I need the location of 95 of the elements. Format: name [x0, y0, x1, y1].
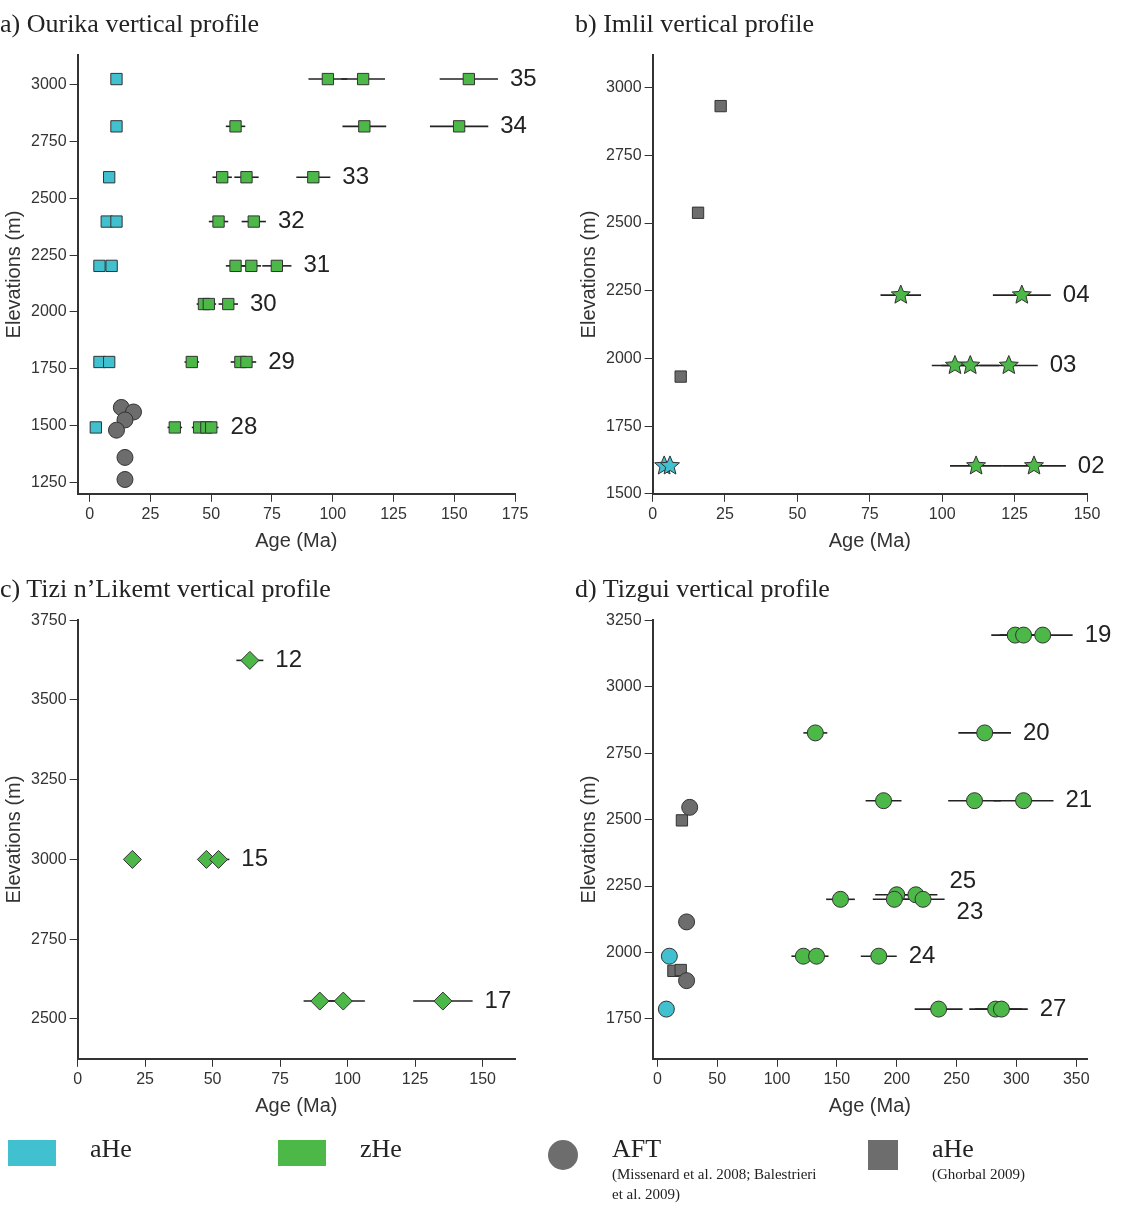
annotation: 25 [949, 866, 977, 894]
y-tick-label: 2750 [606, 145, 642, 163]
y-tick-label: 1750 [606, 1009, 642, 1027]
x-axis-title: Age (Ma) [255, 528, 338, 551]
x-tick-label: 0 [648, 504, 658, 522]
x-tick-label: 50 [203, 1069, 222, 1087]
x-tick-label: 150 [440, 504, 468, 522]
x-axis-title: Age (Ma) [255, 1093, 338, 1116]
annotation: 34 [500, 110, 527, 138]
legend-label: zHe [360, 1134, 402, 1164]
annotation: 19 [1084, 619, 1112, 647]
x-tick-label: 200 [883, 1069, 911, 1087]
y-axis-title: Elevations (m) [576, 210, 599, 339]
y-tick-label: 2750 [606, 743, 642, 761]
x-tick-label: 50 [708, 1069, 727, 1087]
x-tick-label: 75 [860, 504, 879, 522]
x-tick-label: 125 [1001, 504, 1029, 522]
x-tick-label: 0 [73, 1069, 83, 1087]
x-tick-label: 25 [136, 1069, 155, 1087]
y-axis-title: Elevations (m) [576, 775, 599, 904]
chart-title: d) Tizgui vertical profile [575, 574, 830, 604]
annotation: 03 [1049, 350, 1077, 378]
annotation: 21 [1065, 785, 1093, 813]
x-tick-label: 125 [380, 504, 407, 522]
y-axis-title: Elevations (m) [1, 775, 24, 904]
x-tick-label: 75 [263, 504, 281, 522]
x-tick-label: 25 [141, 504, 160, 522]
x-tick-label: 150 [1073, 504, 1101, 522]
x-tick-label: 25 [716, 504, 734, 522]
y-tick-label: 1750 [31, 359, 67, 377]
annotation: 17 [484, 985, 512, 1013]
x-tick-label: 50 [788, 504, 807, 522]
legend-label: aHe [90, 1134, 132, 1164]
annotation: 35 [509, 63, 537, 91]
y-tick-label: 3250 [606, 610, 642, 628]
x-tick-label: 350 [1062, 1069, 1090, 1087]
annotation: 12 [275, 645, 303, 673]
x-axis-title: Age (Ma) [828, 528, 911, 551]
y-tick-label: 2500 [31, 1009, 67, 1027]
legend-label: AFT (Missenard et al. 2008; Balestrieri et al. 2009) [612, 1134, 818, 1204]
annotation: 20 [1023, 717, 1050, 745]
annotation: 24 [908, 940, 936, 968]
y-tick-label: 3500 [31, 690, 67, 708]
annotation: 31 [303, 250, 331, 278]
x-tick-label: 125 [401, 1069, 429, 1087]
x-tick-label: 175 [501, 504, 529, 522]
y-tick-label: 3750 [31, 610, 67, 628]
x-tick-label: 75 [271, 1069, 290, 1087]
x-tick-label: 150 [469, 1069, 497, 1087]
annotation: 02 [1077, 450, 1105, 478]
y-tick-label: 1500 [606, 484, 642, 502]
y-tick-label: 2500 [31, 188, 67, 206]
annotation: 33 [342, 161, 370, 189]
y-tick-label: 3000 [31, 849, 67, 867]
y-tick-label: 2500 [606, 809, 642, 827]
x-tick-label: 100 [334, 1069, 362, 1087]
annotation: 04 [1062, 279, 1090, 307]
y-tick-label: 2000 [606, 348, 642, 366]
x-tick-label: 0 [85, 504, 95, 522]
y-axis-title: Elevations (m) [1, 210, 24, 339]
x-tick-label: 0 [652, 1069, 662, 1087]
y-tick-label: 1250 [31, 472, 67, 490]
chart-title: c) Tizi n’Likemt vertical profile [0, 574, 331, 604]
x-tick-label: 100 [928, 504, 956, 522]
y-tick-label: 2000 [31, 302, 67, 320]
x-tick-label: 100 [763, 1069, 791, 1087]
annotation: 28 [230, 412, 258, 440]
annotation: 30 [249, 288, 277, 316]
x-tick-label: 250 [943, 1069, 970, 1087]
legend-label: aHe (Ghorbal 2009) [932, 1134, 1026, 1184]
annotation: 32 [277, 206, 305, 234]
x-tick-label: 300 [1003, 1069, 1030, 1087]
y-tick-label: 1750 [606, 416, 642, 434]
x-tick-label: 150 [823, 1069, 851, 1087]
annotation: 23 [956, 896, 984, 924]
y-tick-label: 2000 [606, 942, 642, 960]
annotation: 27 [1039, 993, 1067, 1021]
y-tick-label: 3000 [606, 78, 642, 96]
y-tick-label: 2500 [606, 213, 642, 231]
annotation: 15 [241, 844, 269, 872]
y-tick-label: 3250 [31, 770, 67, 788]
y-tick-label: 3000 [606, 677, 642, 695]
annotation: 29 [268, 346, 295, 374]
y-tick-label: 2750 [31, 131, 67, 149]
x-tick-label: 100 [319, 504, 347, 522]
x-axis-title: Age (Ma) [828, 1093, 911, 1116]
y-tick-label: 2250 [606, 876, 642, 894]
chart-title: b) Imlil vertical profile [575, 9, 814, 39]
y-tick-label: 2250 [606, 281, 642, 299]
y-tick-label: 2250 [31, 245, 67, 263]
chart-title: a) Ourika vertical profile [0, 9, 260, 39]
y-tick-label: 3000 [31, 75, 67, 93]
y-tick-label: 2750 [31, 929, 67, 947]
y-tick-label: 1500 [31, 416, 67, 434]
x-tick-label: 50 [202, 504, 221, 522]
